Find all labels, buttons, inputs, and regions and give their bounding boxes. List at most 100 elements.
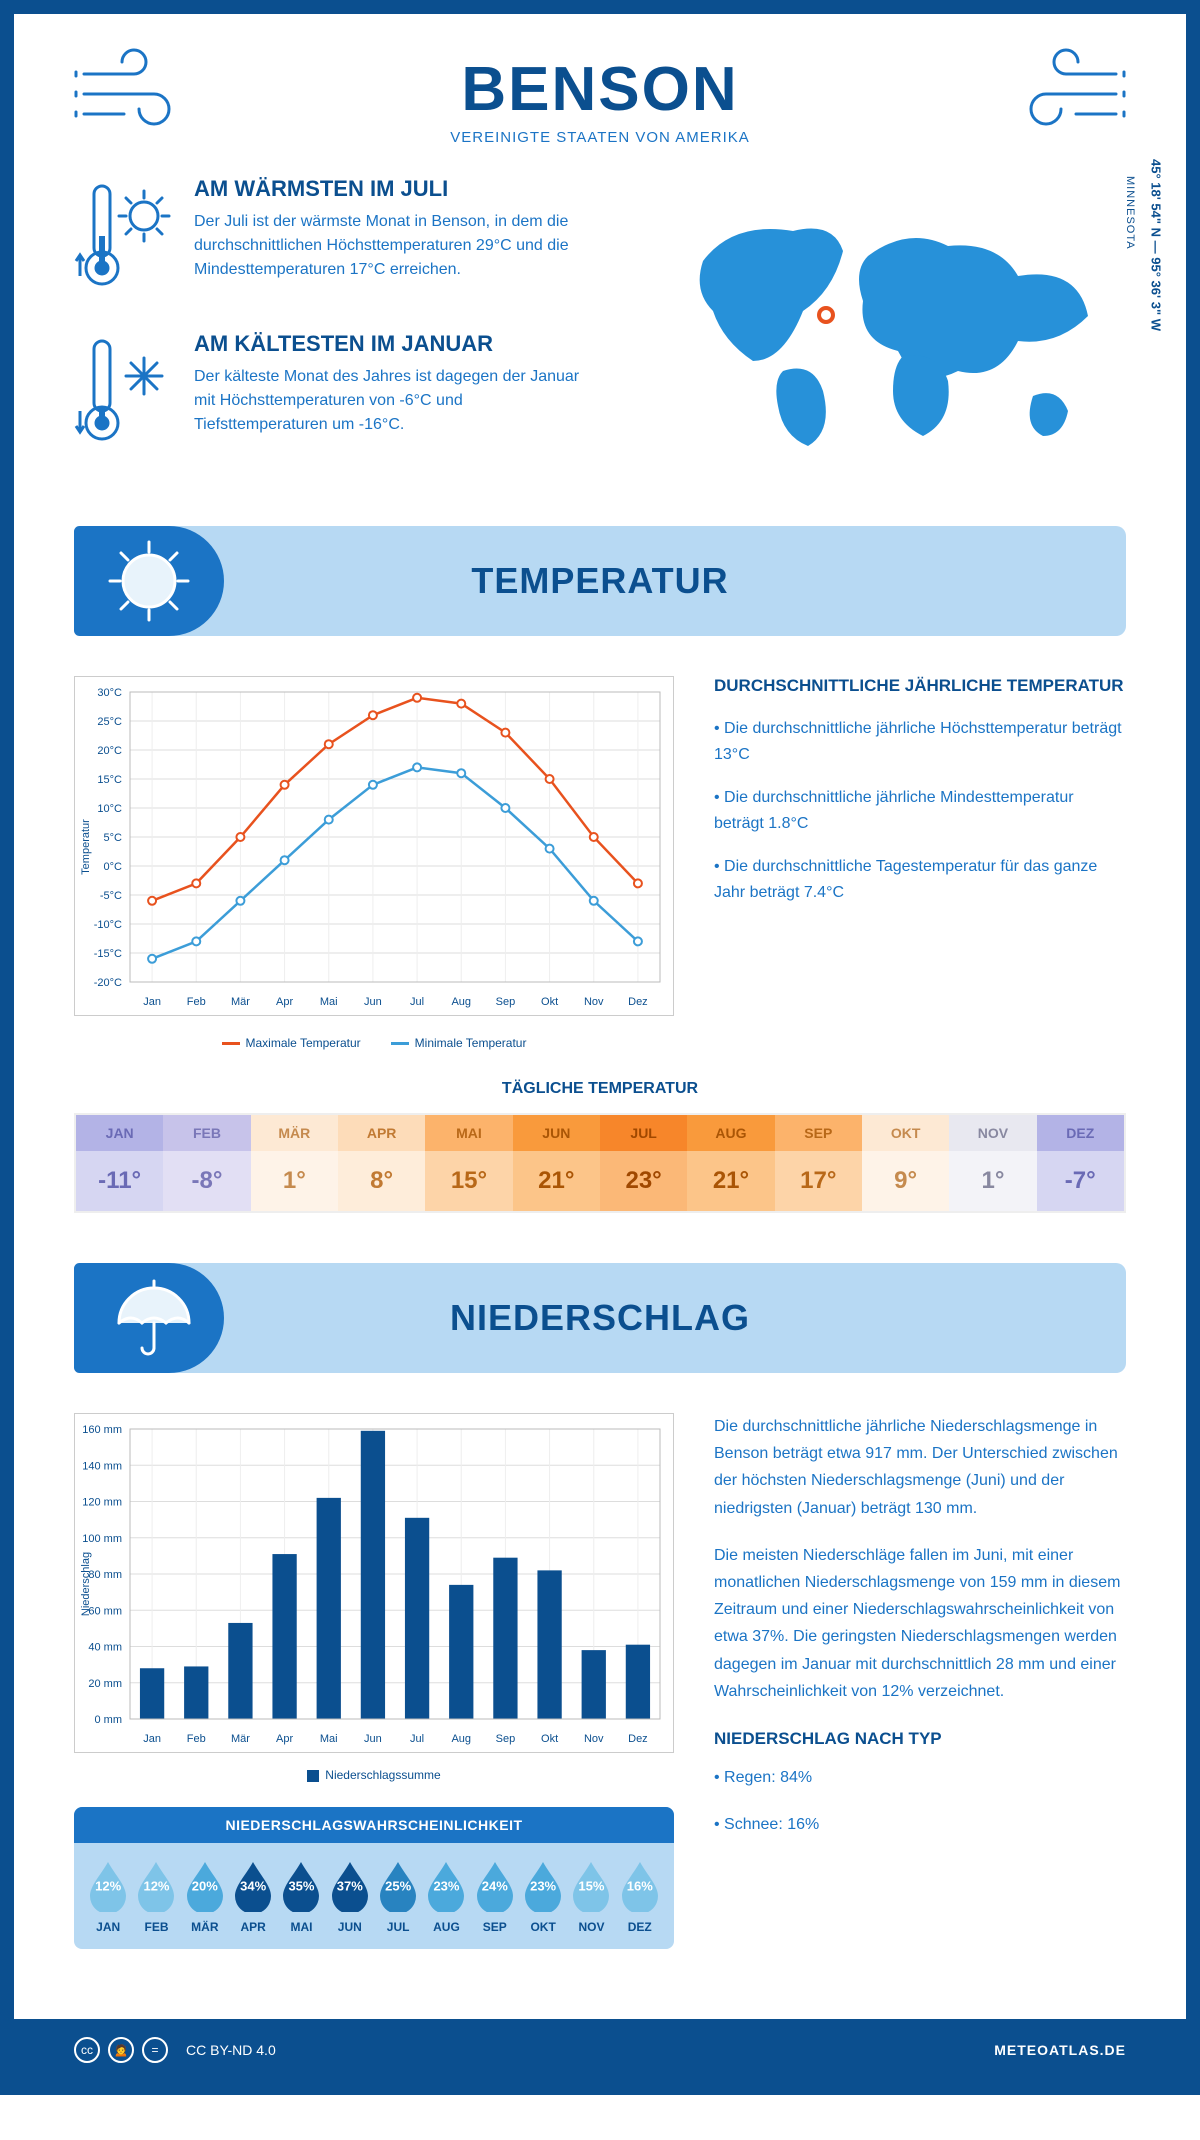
svg-text:20 mm: 20 mm (88, 1678, 122, 1690)
prob-drop: 23%OKT (519, 1858, 567, 1934)
sun-icon (74, 526, 224, 636)
svg-text:-15°C: -15°C (94, 948, 122, 960)
svg-text:Feb: Feb (187, 996, 206, 1008)
svg-text:Feb: Feb (187, 1733, 206, 1745)
daily-temp-title: TÄGLICHE TEMPERATUR (74, 1080, 1126, 1098)
svg-text:Sep: Sep (496, 1733, 516, 1745)
temperature-banner: TEMPERATUR (74, 526, 1126, 636)
cold-fact: AM KÄLTESTEN IM JANUAR Der kälteste Mona… (74, 331, 580, 456)
world-map: MINNESOTA 45° 18' 54" N — 95° 36' 3" W (620, 176, 1126, 486)
warm-text: Der Juli ist der wärmste Monat in Benson… (194, 210, 580, 282)
precip-type-title: NIEDERSCHLAG NACH TYP (714, 1725, 1126, 1754)
temperature-legend: Maximale Temperatur Minimale Temperatur (74, 1036, 674, 1050)
svg-text:Jun: Jun (364, 1733, 382, 1745)
svg-text:0 mm: 0 mm (95, 1714, 123, 1726)
state-label: MINNESOTA (1124, 176, 1136, 250)
svg-text:Dez: Dez (628, 1733, 648, 1745)
license-block: cc 🙍 = CC BY-ND 4.0 (74, 2037, 276, 2063)
temperature-info: DURCHSCHNITTLICHE JÄHRLICHE TEMPERATUR •… (714, 676, 1126, 1050)
intro-row: AM WÄRMSTEN IM JULI Der Juli ist der wär… (74, 176, 1126, 486)
svg-text:Dez: Dez (628, 996, 648, 1008)
svg-text:Aug: Aug (451, 1733, 471, 1745)
precip-text: Die durchschnittliche jährliche Niedersc… (714, 1413, 1126, 1522)
site-name: METEOATLAS.DE (994, 2042, 1126, 2058)
map-icon (643, 201, 1103, 461)
svg-text:-5°C: -5°C (100, 890, 122, 902)
precip-text: Die meisten Niederschläge fallen im Juni… (714, 1542, 1126, 1705)
svg-text:15°C: 15°C (97, 774, 122, 786)
daily-temperature-strip: JAN -11°FEB -8°MÄR 1°APR 8°MAI 15°JUN 21… (74, 1113, 1126, 1213)
prob-drop: 25%JUL (374, 1858, 422, 1934)
prob-drop: 15%NOV (567, 1858, 615, 1934)
wind-icon (1016, 44, 1126, 139)
svg-text:Okt: Okt (541, 1733, 558, 1745)
svg-text:Mär: Mär (231, 1733, 250, 1745)
svg-text:20°C: 20°C (97, 745, 122, 757)
legend-min: Minimale Temperatur (415, 1036, 527, 1050)
cold-title: AM KÄLTESTEN IM JANUAR (194, 331, 580, 357)
temp-info-title: DURCHSCHNITTLICHE JÄHRLICHE TEMPERATUR (714, 676, 1126, 696)
daily-cell: MÄR 1° (251, 1115, 338, 1211)
svg-text:80 mm: 80 mm (88, 1569, 122, 1581)
svg-text:Jan: Jan (143, 1733, 161, 1745)
temp-bullet: • Die durchschnittliche jährliche Höchst… (714, 716, 1126, 767)
cold-text: Der kälteste Monat des Jahres ist dagege… (194, 365, 580, 437)
nd-icon: = (142, 2037, 168, 2063)
wind-icon (74, 44, 184, 139)
country-name: VEREINIGTE STAATEN VON AMERIKA (74, 129, 1126, 146)
thermometer-hot-icon (74, 176, 174, 301)
daily-cell: DEZ -7° (1037, 1115, 1124, 1211)
prob-drop: 20%MÄR (181, 1858, 229, 1934)
precip-type: • Schnee: 16% (714, 1811, 1126, 1838)
license-text: CC BY-ND 4.0 (186, 2042, 276, 2058)
footer: cc 🙍 = CC BY-ND 4.0 METEOATLAS.DE (14, 2019, 1186, 2081)
svg-text:40 mm: 40 mm (88, 1642, 122, 1654)
svg-text:Apr: Apr (276, 1733, 293, 1745)
infographic-page: BENSON VEREINIGTE STAATEN VON AMERIKA (0, 0, 1200, 2095)
svg-text:120 mm: 120 mm (82, 1497, 122, 1509)
svg-text:-20°C: -20°C (94, 977, 122, 989)
precipitation-title: NIEDERSCHLAG (450, 1297, 750, 1339)
svg-text:Temperatur: Temperatur (80, 819, 92, 875)
daily-cell: MAI 15° (425, 1115, 512, 1211)
prob-drop: 24%SEP (471, 1858, 519, 1934)
svg-text:-10°C: -10°C (94, 919, 122, 931)
svg-text:25°C: 25°C (97, 716, 122, 728)
svg-text:100 mm: 100 mm (82, 1533, 122, 1545)
svg-text:140 mm: 140 mm (82, 1460, 122, 1472)
daily-cell: JUL 23° (600, 1115, 687, 1211)
prob-drop: 34%APR (229, 1858, 277, 1934)
temp-bullet: • Die durchschnittliche Tagestemperatur … (714, 854, 1126, 905)
prob-drop: 37%JUN (326, 1858, 374, 1934)
legend-max: Maximale Temperatur (246, 1036, 361, 1050)
temperature-title: TEMPERATUR (471, 560, 728, 602)
thermometer-cold-icon (74, 331, 174, 456)
prob-drop: 12%FEB (132, 1858, 180, 1934)
svg-text:Okt: Okt (541, 996, 558, 1008)
prob-title: NIEDERSCHLAGSWAHRSCHEINLICHKEIT (74, 1807, 674, 1843)
precipitation-banner: NIEDERSCHLAG (74, 1263, 1126, 1373)
daily-cell: AUG 21° (687, 1115, 774, 1211)
svg-text:Mai: Mai (320, 1733, 338, 1745)
precipitation-info: Die durchschnittliche jährliche Niedersc… (714, 1413, 1126, 1949)
prob-drop: 12%JAN (84, 1858, 132, 1934)
daily-cell: JUN 21° (513, 1115, 600, 1211)
by-icon: 🙍 (108, 2037, 134, 2063)
warm-title: AM WÄRMSTEN IM JULI (194, 176, 580, 202)
coordinates: 45° 18' 54" N — 95° 36' 3" W (1149, 159, 1164, 331)
svg-text:10°C: 10°C (97, 803, 122, 815)
prob-drop: 16%DEZ (616, 1858, 664, 1934)
daily-cell: JAN -11° (76, 1115, 163, 1211)
temp-bullet: • Die durchschnittliche jährliche Mindes… (714, 785, 1126, 836)
header: BENSON VEREINIGTE STAATEN VON AMERIKA (74, 14, 1126, 176)
precip-type: • Regen: 84% (714, 1764, 1126, 1791)
warm-fact: AM WÄRMSTEN IM JULI Der Juli ist der wär… (74, 176, 580, 301)
svg-text:Aug: Aug (451, 996, 471, 1008)
precip-probability-box: NIEDERSCHLAGSWAHRSCHEINLICHKEIT 12%JAN12… (74, 1807, 674, 1949)
svg-text:Nov: Nov (584, 1733, 604, 1745)
daily-cell: OKT 9° (862, 1115, 949, 1211)
svg-text:Nov: Nov (584, 996, 604, 1008)
svg-text:Mai: Mai (320, 996, 338, 1008)
svg-text:30°C: 30°C (97, 687, 122, 699)
svg-text:Jan: Jan (143, 996, 161, 1008)
